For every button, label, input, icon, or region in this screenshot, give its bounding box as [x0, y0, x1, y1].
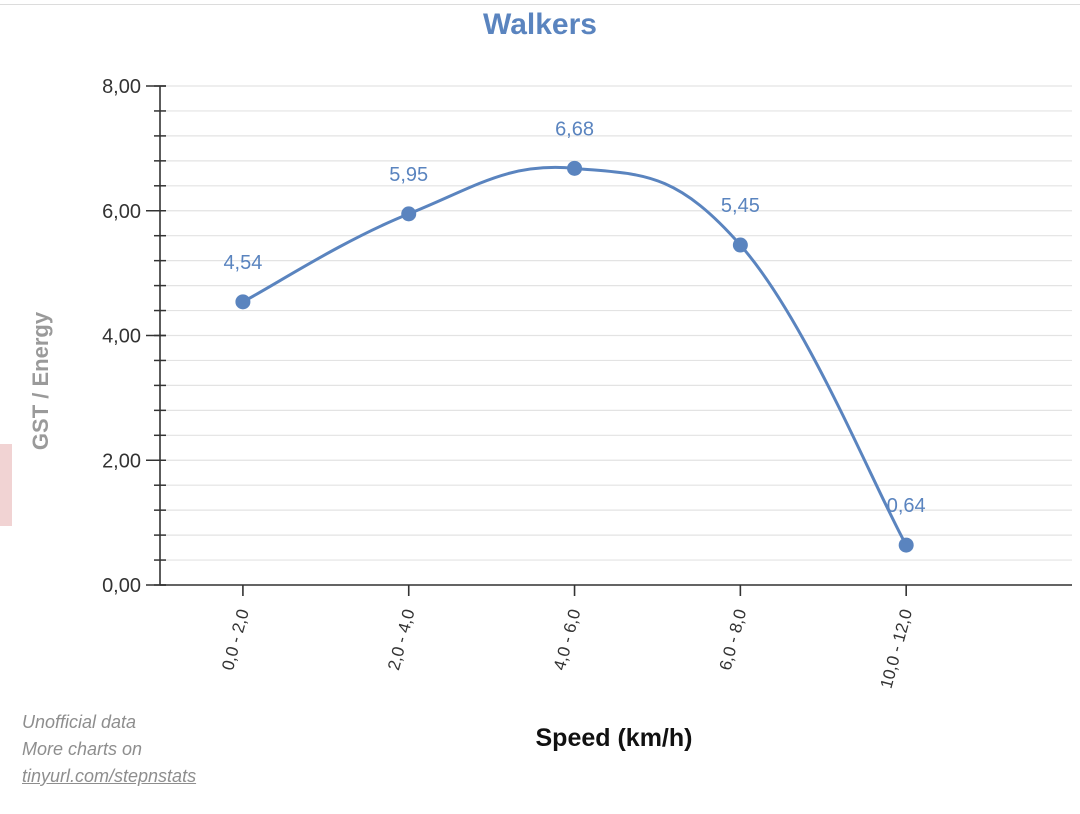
data-point [235, 294, 251, 310]
x-tick-label: 2,0 - 4,0 [384, 607, 418, 672]
data-point [898, 537, 914, 553]
footnote: Unofficial data More charts on tinyurl.c… [22, 709, 196, 790]
series-line [242, 165, 908, 546]
grid-lines [160, 85, 1072, 586]
top-divider [0, 4, 1080, 5]
y-tick-label: 8,00 [102, 76, 141, 98]
y-tick-labels: 0,00 2,00 4,00 6,00 8,00 [102, 76, 141, 597]
y-tick-label: 6,00 [102, 201, 141, 223]
data-label: 5,45 [721, 195, 760, 217]
y-tick-label: 4,00 [102, 326, 141, 348]
y-tick-label: 0,00 [102, 575, 141, 597]
footnote-line-2: More charts on [22, 739, 143, 759]
axes [146, 85, 1072, 596]
chart-title: Walkers [483, 8, 597, 41]
x-tick-labels: 0,0 - 2,0 2,0 - 4,0 4,0 - 6,0 6,0 - 8,0 10,0… [218, 607, 916, 690]
y-tick-label: 2,00 [102, 450, 141, 472]
data-label: 0,64 [887, 495, 926, 517]
x-tick-label: 0,0 - 2,0 [218, 607, 252, 672]
data-label: 5,95 [389, 164, 428, 186]
data-point [401, 206, 417, 222]
data-label: 6,68 [555, 118, 594, 140]
data-labels: 4,54 5,95 6,68 5,45 0,64 [223, 118, 925, 517]
data-point [732, 237, 748, 253]
y-axis-label: GST / Energy [28, 311, 53, 451]
footnote-link[interactable]: tinyurl.com/stepnstats [22, 766, 197, 786]
x-tick-label: 10,0 - 12,0 [877, 607, 916, 690]
data-point [567, 160, 583, 176]
x-tick-label: 6,0 - 8,0 [716, 607, 750, 672]
x-tick-label: 4,0 - 6,0 [550, 607, 584, 672]
x-axis-label: Speed (km/h) [535, 724, 693, 752]
data-label: 4,54 [223, 252, 262, 274]
footnote-line-1: Unofficial data [22, 712, 137, 732]
side-marker [0, 444, 12, 526]
data-series [235, 160, 914, 553]
